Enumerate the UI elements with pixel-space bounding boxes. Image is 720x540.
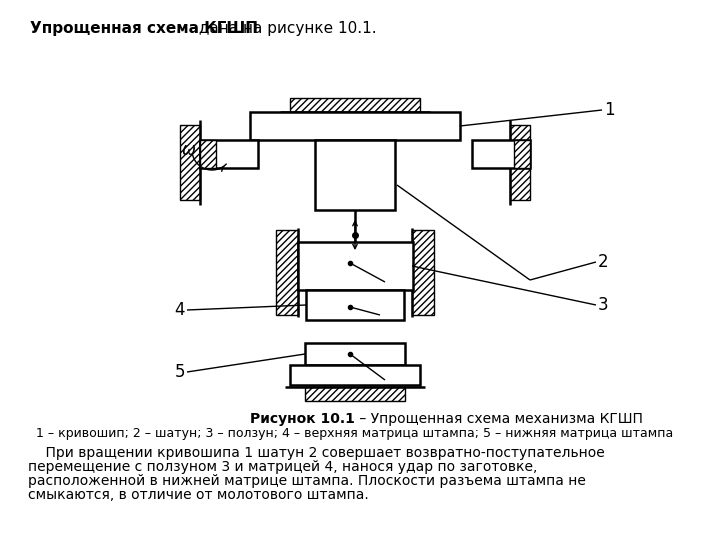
Bar — [305, 343, 405, 365]
Bar — [200, 140, 216, 168]
Bar — [180, 125, 200, 200]
Bar — [472, 140, 530, 168]
Text: Рисунок 10.1: Рисунок 10.1 — [250, 412, 355, 426]
Text: Упрощенная схема КГШП: Упрощенная схема КГШП — [30, 21, 258, 36]
Text: 3: 3 — [598, 296, 608, 314]
Text: 2: 2 — [598, 253, 608, 271]
Bar — [276, 230, 298, 315]
Text: 1 – кривошип; 2 – шатун; 3 – ползун; 4 – верхняя матрица штампа; 5 – нижняя матр: 1 – кривошип; 2 – шатун; 3 – ползун; 4 –… — [37, 427, 674, 440]
Text: перемещение с ползуном 3 и матрицей 4, нанося удар по заготовке,: перемещение с ползуном 3 и матрицей 4, н… — [28, 460, 537, 474]
Bar — [200, 140, 258, 168]
Text: смыкаются, в отличие от молотового штампа.: смыкаются, в отличие от молотового штамп… — [28, 488, 369, 502]
Text: $\omega$: $\omega$ — [181, 141, 197, 159]
Bar — [305, 387, 405, 401]
Text: 4: 4 — [174, 301, 185, 319]
Bar — [510, 125, 530, 200]
Bar — [250, 112, 460, 140]
Bar — [306, 290, 404, 320]
Text: расположенной в нижней матрице штампа. Плоскости разъема штампа не: расположенной в нижней матрице штампа. П… — [28, 474, 586, 488]
Text: 5: 5 — [174, 363, 185, 381]
Bar — [290, 365, 420, 385]
Text: дана на рисунке 10.1.: дана на рисунке 10.1. — [194, 21, 377, 36]
Bar — [514, 140, 530, 168]
Text: – Упрощенная схема механизма КГШП: – Упрощенная схема механизма КГШП — [355, 412, 643, 426]
Bar — [315, 140, 395, 210]
Bar — [412, 230, 434, 315]
Bar — [290, 98, 420, 112]
Bar — [298, 242, 413, 290]
Text: 1: 1 — [604, 101, 615, 119]
Text: При вращении кривошипа 1 шатун 2 совершает возвратно-поступательное: При вращении кривошипа 1 шатун 2 соверша… — [28, 446, 605, 460]
